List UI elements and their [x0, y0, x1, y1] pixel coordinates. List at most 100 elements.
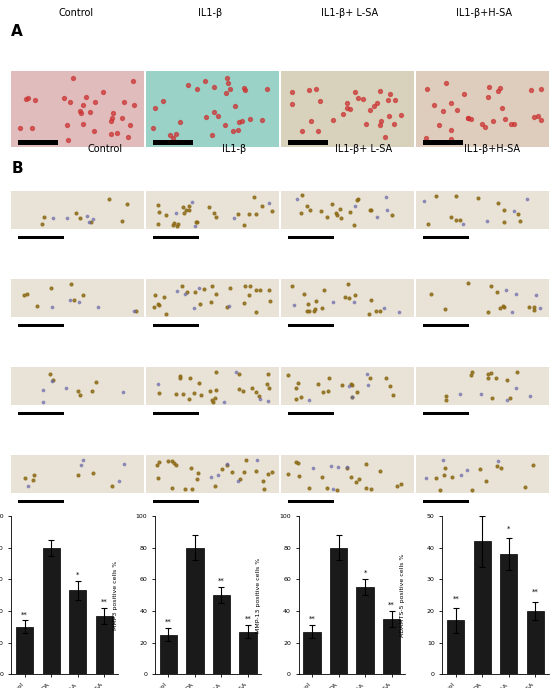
Bar [417, 191, 549, 229]
Point [446, 98, 455, 109]
Point [234, 208, 243, 219]
Point [234, 475, 242, 486]
Point [511, 383, 520, 394]
Point [248, 382, 256, 393]
Point [353, 92, 362, 103]
Point [337, 380, 346, 391]
Point [386, 380, 395, 391]
Point [313, 378, 322, 389]
Point [63, 120, 72, 131]
Bar [423, 323, 469, 327]
Point [213, 111, 222, 122]
Point [446, 211, 455, 222]
Point [106, 116, 115, 127]
Point [48, 301, 57, 312]
Point [362, 118, 371, 129]
Point [503, 395, 512, 406]
Point [68, 73, 77, 84]
Point [222, 460, 231, 471]
Point [186, 372, 195, 383]
Bar [96, 616, 113, 674]
Point [180, 208, 189, 219]
Point [245, 113, 254, 124]
Bar [146, 191, 279, 229]
Point [178, 281, 186, 292]
Bar [417, 367, 549, 405]
Text: **: ** [218, 578, 225, 584]
Point [199, 284, 208, 295]
Point [172, 128, 181, 139]
Point [120, 459, 129, 470]
Point [241, 281, 250, 292]
Point [153, 298, 162, 309]
Point [212, 366, 221, 377]
Point [349, 297, 358, 308]
Point [510, 118, 519, 129]
Point [319, 387, 328, 398]
Point [124, 131, 133, 142]
Point [459, 218, 468, 229]
Point [91, 377, 100, 388]
Point [500, 216, 509, 227]
Point [306, 205, 315, 216]
Point [480, 122, 489, 133]
Bar [239, 632, 256, 674]
Point [311, 303, 320, 314]
Point [429, 99, 438, 110]
Point [293, 458, 302, 469]
Point [69, 294, 78, 305]
Point [206, 297, 215, 308]
Point [293, 193, 302, 204]
Point [253, 455, 262, 466]
Point [172, 220, 181, 231]
Point [117, 112, 126, 123]
Point [367, 484, 376, 495]
Point [59, 92, 68, 103]
Point [105, 193, 114, 204]
Bar [146, 455, 279, 493]
Point [240, 467, 249, 478]
Point [169, 458, 178, 469]
Point [468, 485, 477, 496]
Point [239, 220, 248, 231]
Point [207, 395, 216, 406]
Point [193, 473, 202, 484]
Point [85, 107, 94, 118]
Point [375, 466, 384, 477]
Point [162, 210, 171, 221]
Bar [500, 554, 517, 674]
Point [193, 217, 202, 228]
Text: B: B [11, 161, 23, 176]
Point [496, 302, 505, 313]
Point [329, 114, 338, 125]
Point [487, 368, 496, 379]
Point [533, 111, 542, 122]
Point [377, 115, 386, 126]
Point [493, 86, 502, 97]
Point [189, 303, 198, 314]
Point [66, 294, 75, 305]
Point [120, 96, 129, 107]
Point [245, 208, 254, 219]
Point [267, 466, 276, 477]
Bar [16, 627, 33, 674]
Point [190, 220, 199, 231]
Point [310, 305, 319, 316]
Bar [18, 411, 64, 415]
Point [291, 394, 300, 405]
Point [193, 83, 202, 94]
Point [345, 292, 354, 303]
Point [160, 292, 169, 303]
Point [387, 210, 396, 221]
Point [381, 372, 390, 383]
Point [47, 376, 56, 387]
Y-axis label: MMP3 positive cells %: MMP3 positive cells % [113, 561, 118, 630]
Point [152, 460, 161, 471]
Point [305, 85, 314, 96]
Point [254, 390, 263, 401]
Point [16, 122, 25, 133]
Point [317, 471, 326, 482]
Point [483, 369, 492, 380]
Point [117, 215, 126, 226]
Point [365, 308, 374, 319]
